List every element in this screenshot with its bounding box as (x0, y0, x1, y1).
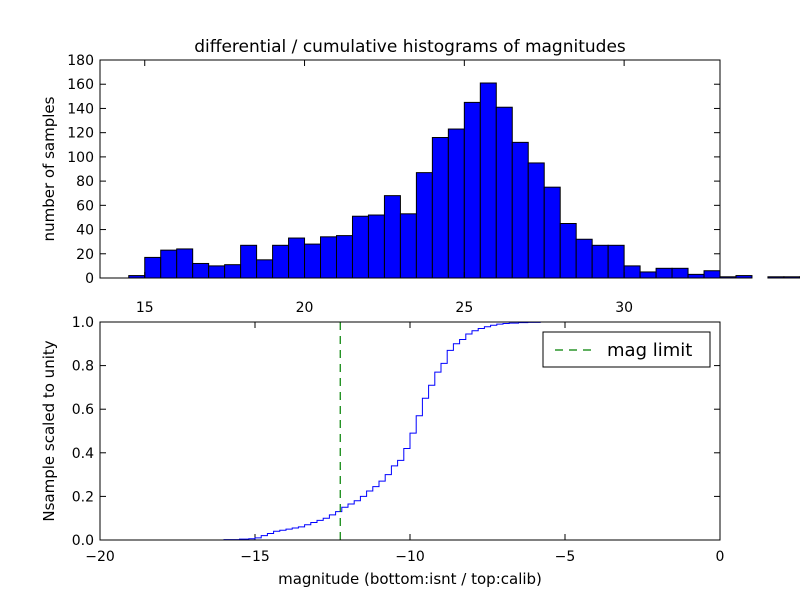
histogram-bar (192, 262, 210, 279)
x-tick-label: −5 (555, 549, 576, 565)
histogram-bar (351, 215, 369, 279)
histogram-bar (735, 275, 753, 279)
histogram-bar (240, 244, 258, 279)
x-tick-label: 30 (615, 300, 633, 316)
histogram-bar (320, 236, 337, 279)
y-tick-label: 180 (67, 53, 94, 69)
y-tick-label: 20 (76, 247, 94, 263)
y-tick-label: 140 (67, 101, 94, 117)
histogram-bar (639, 271, 657, 279)
x-tick-label: 0 (716, 549, 725, 565)
histogram-bar (399, 213, 417, 279)
y-tick-label: 0.4 (72, 446, 94, 462)
y-tick-label: 160 (67, 77, 94, 93)
histogram-bar (719, 276, 737, 279)
histogram-bar (479, 82, 497, 279)
histogram-bar (431, 137, 449, 279)
histogram-bar (176, 248, 194, 279)
y-tick-label: 120 (67, 126, 94, 142)
histogram-bar (575, 238, 593, 279)
histogram-bar (655, 267, 673, 279)
histogram-bar (224, 264, 242, 279)
histogram-bar (256, 259, 274, 279)
histogram-bar (160, 249, 178, 279)
x-tick-label: 25 (455, 300, 473, 316)
histogram-bar (607, 244, 625, 279)
legend-mag-limit-label: mag limit (607, 340, 692, 361)
histogram-bar (144, 256, 162, 279)
x-tick-label: −15 (240, 549, 270, 565)
bottom-y-axis-label: Nsample scaled to unity (40, 340, 58, 521)
y-tick-label: 0.0 (72, 533, 94, 549)
histogram-bar (703, 270, 721, 279)
y-tick-label: 80 (76, 174, 94, 190)
top-histogram-panel: differential / cumulative histograms of … (40, 37, 800, 316)
histogram-bar (463, 101, 481, 279)
histogram-bar (783, 276, 800, 279)
top-x-ticks: 15 20 25 30 (136, 60, 633, 316)
histogram-bar (591, 244, 609, 279)
histogram-bar (543, 186, 561, 279)
histogram-bar (767, 276, 785, 279)
histogram-bar (367, 214, 385, 279)
x-tick-label: −10 (395, 549, 425, 565)
histogram-bar (272, 244, 290, 279)
bottom-cumulative-panel: 0.0 0.2 0.4 0.6 0.8 1.0 −20 −15 −10 −5 0 magnitud… (40, 315, 724, 588)
histogram-bar (559, 223, 577, 279)
y-tick-label: 0.6 (72, 402, 94, 418)
top-y-axis-label: number of samples (40, 96, 58, 241)
histogram-bar (208, 265, 226, 279)
histogram-bar (415, 172, 433, 279)
histogram-bar (288, 237, 306, 279)
x-tick-label: 20 (296, 300, 314, 316)
y-tick-label: 0.8 (72, 359, 94, 375)
histogram-bar (447, 128, 465, 279)
histogram-bar (304, 243, 322, 279)
histogram-bar (687, 273, 705, 279)
histogram-bar (335, 235, 353, 279)
histogram-bar (623, 265, 641, 279)
y-tick-label: 100 (67, 150, 94, 166)
y-tick-label: 0 (85, 271, 94, 287)
histogram-bar (511, 141, 529, 279)
legend: mag limit (542, 331, 711, 368)
chart-title: differential / cumulative histograms of … (194, 37, 626, 57)
histogram-bar (527, 162, 545, 279)
bottom-y-ticks: 0.0 0.2 0.4 0.6 0.8 1.0 (72, 315, 720, 549)
x-tick-label: −20 (85, 549, 115, 565)
top-y-ticks: 0 20 40 60 80 100 120 140 160 180 (67, 53, 720, 287)
histogram-bar (671, 267, 689, 279)
x-tick-label: 15 (136, 300, 154, 316)
bottom-x-axis-label: magnitude (bottom:isnt / top:calib) (278, 570, 542, 588)
bottom-x-ticks: −20 −15 −10 −5 0 (85, 322, 724, 565)
y-tick-label: 1.0 (72, 315, 94, 331)
top-axes-frame (99, 59, 721, 279)
histogram-bar (383, 195, 401, 279)
y-tick-label: 60 (76, 198, 94, 214)
cumulative-step-line (100, 321, 721, 541)
histogram-bars (128, 82, 800, 279)
y-tick-label: 0.2 (72, 489, 94, 505)
histogram-bar (495, 106, 513, 279)
y-tick-label: 40 (76, 223, 94, 239)
bottom-axes-frame (99, 321, 721, 541)
